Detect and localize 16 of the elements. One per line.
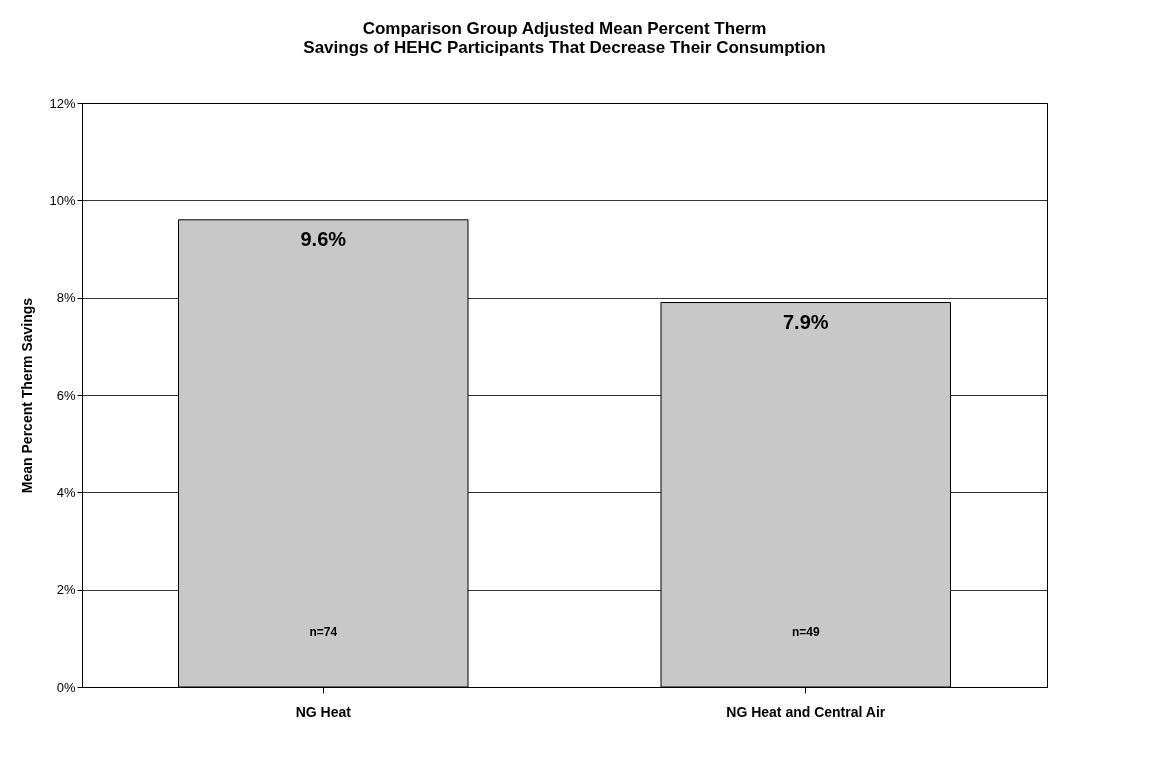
y-tick-label: 2% [56, 582, 76, 598]
y-axis-title: Mean Percent Therm Savings [19, 297, 36, 494]
text: Comparison Group Adjusted Mean Percent Therm [362, 19, 767, 38]
y-tick-label: 4% [56, 484, 76, 500]
annotation: n=74 [309, 625, 338, 639]
data-label: 7.9% [782, 310, 829, 333]
y-tick-label: 8% [56, 290, 76, 306]
x-tick-label: NG Heat and Central Air [726, 703, 886, 720]
y-tick-label: 0% [56, 679, 76, 695]
annotation: n=49 [791, 625, 820, 639]
data-label: 9.6% [300, 227, 347, 250]
y-tick-label: 6% [56, 387, 76, 403]
text: Savings of HEHC Participants That Decrease Their Consumption [303, 38, 826, 57]
y-tick-label: 12% [49, 95, 76, 111]
x-tick-label: NG Heat [295, 703, 352, 720]
y-tick-label: 10% [49, 192, 76, 208]
